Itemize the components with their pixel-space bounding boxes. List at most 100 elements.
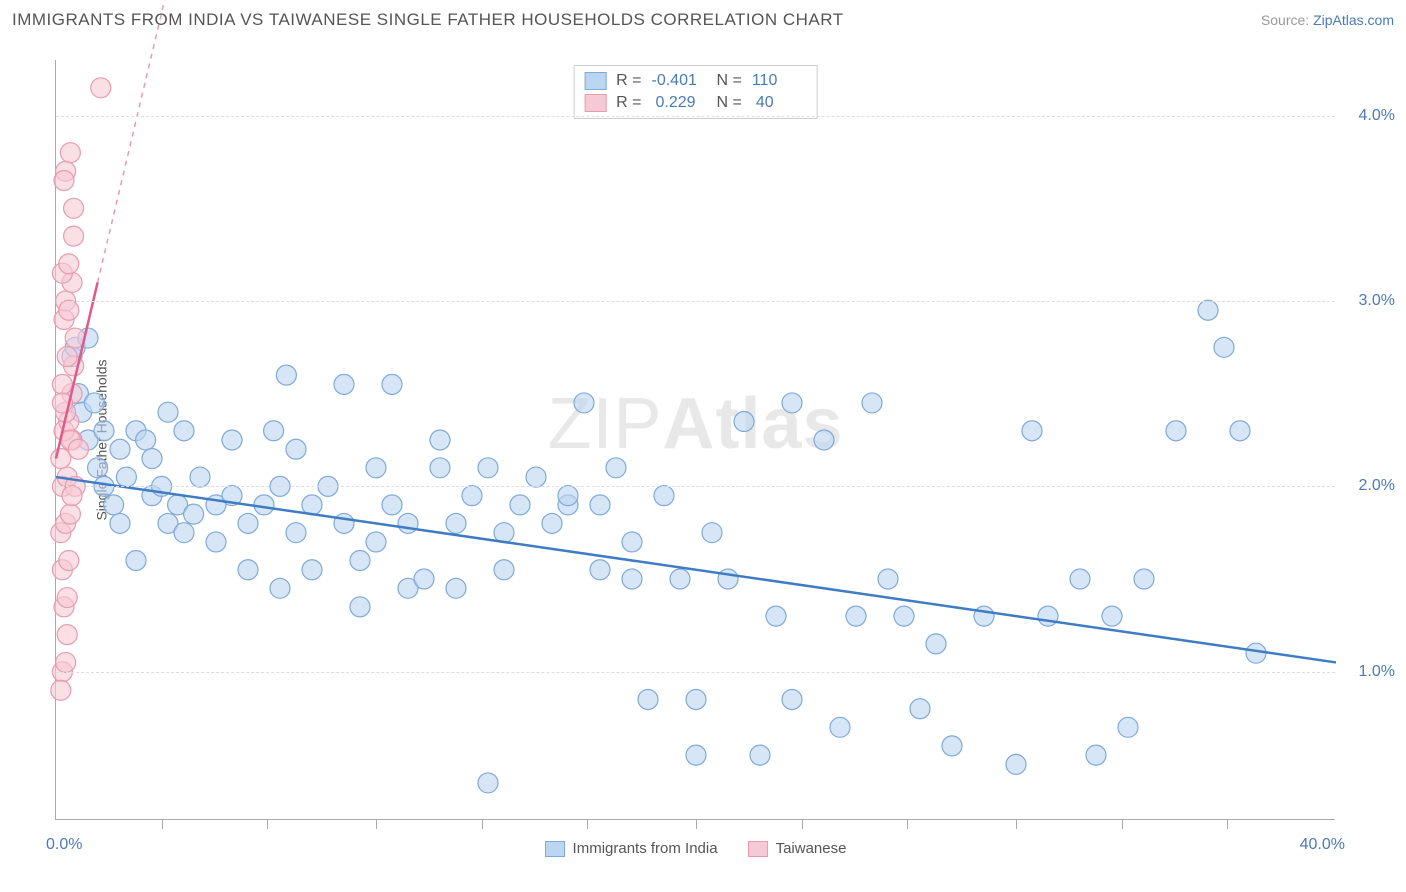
x-tick <box>1122 819 1123 829</box>
data-point <box>430 458 450 478</box>
source-link[interactable]: ZipAtlas.com <box>1313 12 1394 28</box>
x-tick <box>1227 819 1228 829</box>
data-point <box>60 143 80 163</box>
legend-bottom-swatch-1 <box>748 841 768 857</box>
data-point <box>1134 569 1154 589</box>
data-point <box>60 504 80 524</box>
legend-series-name-1: Taiwanese <box>776 840 847 857</box>
data-point <box>1230 421 1250 441</box>
data-point <box>622 569 642 589</box>
data-point <box>478 773 498 793</box>
data-point <box>136 430 156 450</box>
data-point <box>926 634 946 654</box>
data-point <box>54 170 74 190</box>
data-point <box>702 523 722 543</box>
data-point <box>174 421 194 441</box>
legend-n-value-0: 110 <box>752 72 807 90</box>
source-prefix: Source: <box>1261 12 1313 28</box>
data-point <box>57 347 77 367</box>
x-tick <box>907 819 908 829</box>
x-axis-max-label: 40.0% <box>1300 836 1345 854</box>
data-point <box>51 449 71 469</box>
data-point <box>57 588 77 608</box>
data-point <box>782 393 802 413</box>
data-point <box>68 439 88 459</box>
data-point <box>254 495 274 515</box>
data-point <box>1086 745 1106 765</box>
data-point <box>670 569 690 589</box>
data-point <box>862 393 882 413</box>
source-attribution: Source: ZipAtlas.com <box>1261 12 1394 28</box>
x-tick <box>267 819 268 829</box>
y-tick-label: 3.0% <box>1359 292 1395 310</box>
chart-canvas <box>56 60 1335 819</box>
data-point <box>414 569 434 589</box>
legend-n-label: N = <box>717 72 742 90</box>
data-point <box>782 690 802 710</box>
data-point <box>494 560 514 580</box>
chart-title: IMMIGRANTS FROM INDIA VS TAIWANESE SINGL… <box>12 10 844 30</box>
data-point <box>116 467 136 487</box>
data-point <box>238 513 258 533</box>
data-point <box>59 550 79 570</box>
data-point <box>366 458 386 478</box>
data-point <box>910 699 930 719</box>
gridline <box>56 116 1335 117</box>
data-point <box>238 560 258 580</box>
data-point <box>382 495 402 515</box>
data-point <box>190 467 210 487</box>
data-point <box>350 550 370 570</box>
data-point <box>542 513 562 533</box>
x-tick <box>1016 819 1017 829</box>
gridline <box>56 486 1335 487</box>
data-point <box>750 745 770 765</box>
legend-swatch-1 <box>584 94 606 112</box>
x-tick <box>587 819 588 829</box>
data-point <box>126 550 146 570</box>
legend-row-series-1: R = 0.229 N = 40 <box>584 92 807 114</box>
gridline <box>56 672 1335 673</box>
data-point <box>158 402 178 422</box>
data-point <box>1166 421 1186 441</box>
data-point <box>686 745 706 765</box>
data-point <box>64 198 84 218</box>
legend-series: Immigrants from India Taiwanese <box>545 840 847 857</box>
x-tick <box>482 819 483 829</box>
data-point <box>264 421 284 441</box>
data-point <box>590 560 610 580</box>
data-point <box>302 560 322 580</box>
data-point <box>1070 569 1090 589</box>
legend-r-label: R = <box>616 72 641 90</box>
y-tick-label: 2.0% <box>1359 477 1395 495</box>
data-point <box>462 486 482 506</box>
data-point <box>558 486 578 506</box>
y-tick-label: 1.0% <box>1359 663 1395 681</box>
data-point <box>430 430 450 450</box>
data-point <box>286 439 306 459</box>
data-point <box>734 411 754 431</box>
data-point <box>64 226 84 246</box>
x-tick <box>376 819 377 829</box>
legend-bottom-swatch-0 <box>545 841 565 857</box>
data-point <box>276 365 296 385</box>
data-point <box>398 513 418 533</box>
data-point <box>766 606 786 626</box>
data-point <box>878 569 898 589</box>
trend-line-1-dash <box>98 0 168 282</box>
data-point <box>830 717 850 737</box>
data-point <box>446 578 466 598</box>
legend-r-value-1: 0.229 <box>652 94 707 112</box>
data-point <box>91 78 111 98</box>
data-point <box>382 374 402 394</box>
legend-correlation: R = -0.401 N = 110 R = 0.229 N = 40 <box>573 65 818 119</box>
legend-series-name-0: Immigrants from India <box>573 840 718 857</box>
legend-r-label: R = <box>616 94 641 112</box>
data-point <box>622 532 642 552</box>
data-point <box>334 513 354 533</box>
data-point <box>206 532 226 552</box>
data-point <box>142 449 162 469</box>
y-tick-label: 4.0% <box>1359 107 1395 125</box>
data-point <box>62 486 82 506</box>
legend-n-value-1: 40 <box>752 94 807 112</box>
x-tick <box>802 819 803 829</box>
